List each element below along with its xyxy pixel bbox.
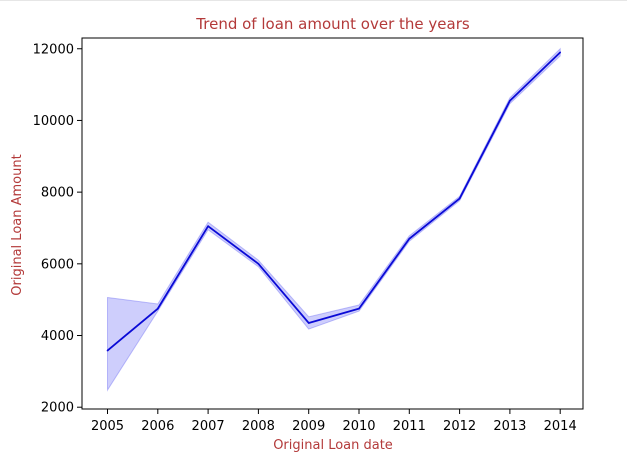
- x-tick-label: 2012: [443, 419, 476, 434]
- top-divider: [0, 0, 627, 1]
- series-line: [106, 51, 561, 352]
- y-tick-label: 4000: [41, 329, 74, 344]
- data-point: [157, 307, 159, 310]
- data-point: [257, 263, 260, 265]
- x-axis-label: Original Loan date: [273, 438, 393, 453]
- y-tick-label: 12000: [33, 42, 74, 57]
- data-point: [207, 225, 209, 227]
- plot-frame: [81, 37, 584, 410]
- x-tick-label: 2007: [192, 419, 225, 434]
- x-tick-label: 2014: [544, 419, 577, 434]
- y-tick-label: 2000: [41, 401, 74, 416]
- data-point: [106, 349, 109, 352]
- confidence-band: [107, 47, 561, 392]
- y-tick-label: 10000: [33, 114, 74, 129]
- x-tick-label: 2009: [292, 419, 325, 434]
- chart-title: Trend of loan amount over the years: [195, 15, 470, 33]
- data-point: [458, 197, 461, 200]
- x-tick-label: 2013: [493, 419, 526, 434]
- plot-area: [81, 37, 584, 410]
- data-point: [307, 322, 310, 324]
- data-point: [509, 99, 511, 102]
- data-point: [358, 307, 360, 310]
- x-axis-ticks: 2005 2006 2007 2008 2009 2010 2011 2012 2013 2014: [91, 409, 577, 434]
- x-tick-label: 2011: [393, 419, 426, 434]
- x-tick-label: 2006: [141, 419, 174, 434]
- x-tick-label: 2008: [242, 419, 275, 434]
- x-tick-label: 2005: [91, 419, 124, 434]
- y-tick-label: 6000: [41, 257, 74, 272]
- data-point: [408, 237, 411, 240]
- y-axis-label: Original Loan Amount: [10, 154, 25, 295]
- data-point: [559, 51, 561, 54]
- y-tick-label: 8000: [41, 186, 74, 201]
- x-tick-label: 2010: [342, 419, 375, 434]
- y-axis-ticks: 2000 4000 6000 8000 10000 12000: [33, 42, 82, 416]
